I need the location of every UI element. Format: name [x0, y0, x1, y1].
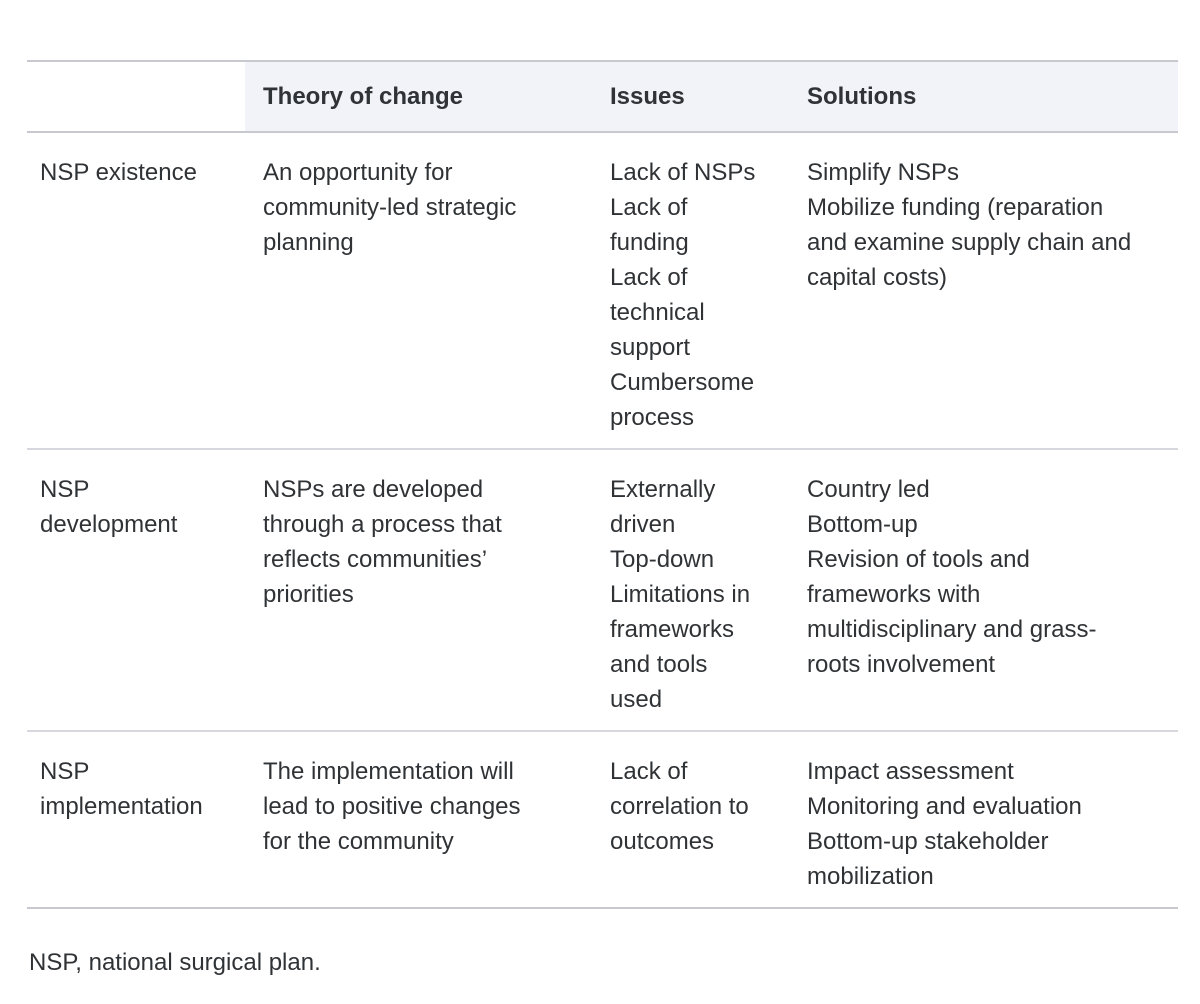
col-header-empty	[27, 62, 245, 131]
row-divider	[27, 448, 1178, 450]
table-row-nsp-development: NSP development NSPs are developed throu…	[27, 450, 1178, 730]
cell-issues: Lack of correlation to outcomes	[610, 758, 749, 855]
table-top-rule	[27, 60, 1178, 62]
table-header-row: Theory of change Issues Solutions	[27, 62, 1178, 131]
col-header-issues: Issues	[595, 62, 790, 131]
nsp-theory-of-change-table: Theory of change Issues Solutions NSP ex…	[27, 60, 1178, 909]
header-divider-rule	[27, 131, 1178, 133]
table-row-nsp-existence: NSP existence An opportunity for communi…	[27, 133, 1178, 448]
cell-row-label: NSP implementation	[40, 758, 203, 820]
cell-solutions: Simplify NSPs Mobilize funding (reparati…	[807, 159, 1132, 291]
cell-solutions: Country led Bottom-up Revision of tools …	[807, 476, 1097, 678]
cell-row-label: NSP existence	[40, 159, 197, 186]
col-header-theory-of-change: Theory of change	[245, 62, 595, 131]
cell-issues: Lack of NSPs Lack of funding Lack of tec…	[610, 159, 756, 431]
cell-theory-of-change: NSPs are developed through a process tha…	[263, 476, 502, 608]
cell-theory-of-change: An opportunity for community-led strateg…	[263, 159, 517, 256]
cell-issues: Externally driven Top-down Limitations i…	[610, 476, 751, 713]
table-footnote: NSP, national surgical plan.	[29, 949, 321, 976]
table-row-nsp-implementation: NSP implementation The implementation wi…	[27, 732, 1178, 907]
cell-solutions: Impact assessment Monitoring and evaluat…	[807, 758, 1082, 890]
col-header-solutions: Solutions	[790, 62, 1178, 131]
cell-theory-of-change: The implementation will lead to positive…	[263, 758, 521, 855]
row-divider	[27, 730, 1178, 732]
table-bottom-rule	[27, 907, 1178, 909]
cell-row-label: NSP development	[40, 476, 178, 538]
